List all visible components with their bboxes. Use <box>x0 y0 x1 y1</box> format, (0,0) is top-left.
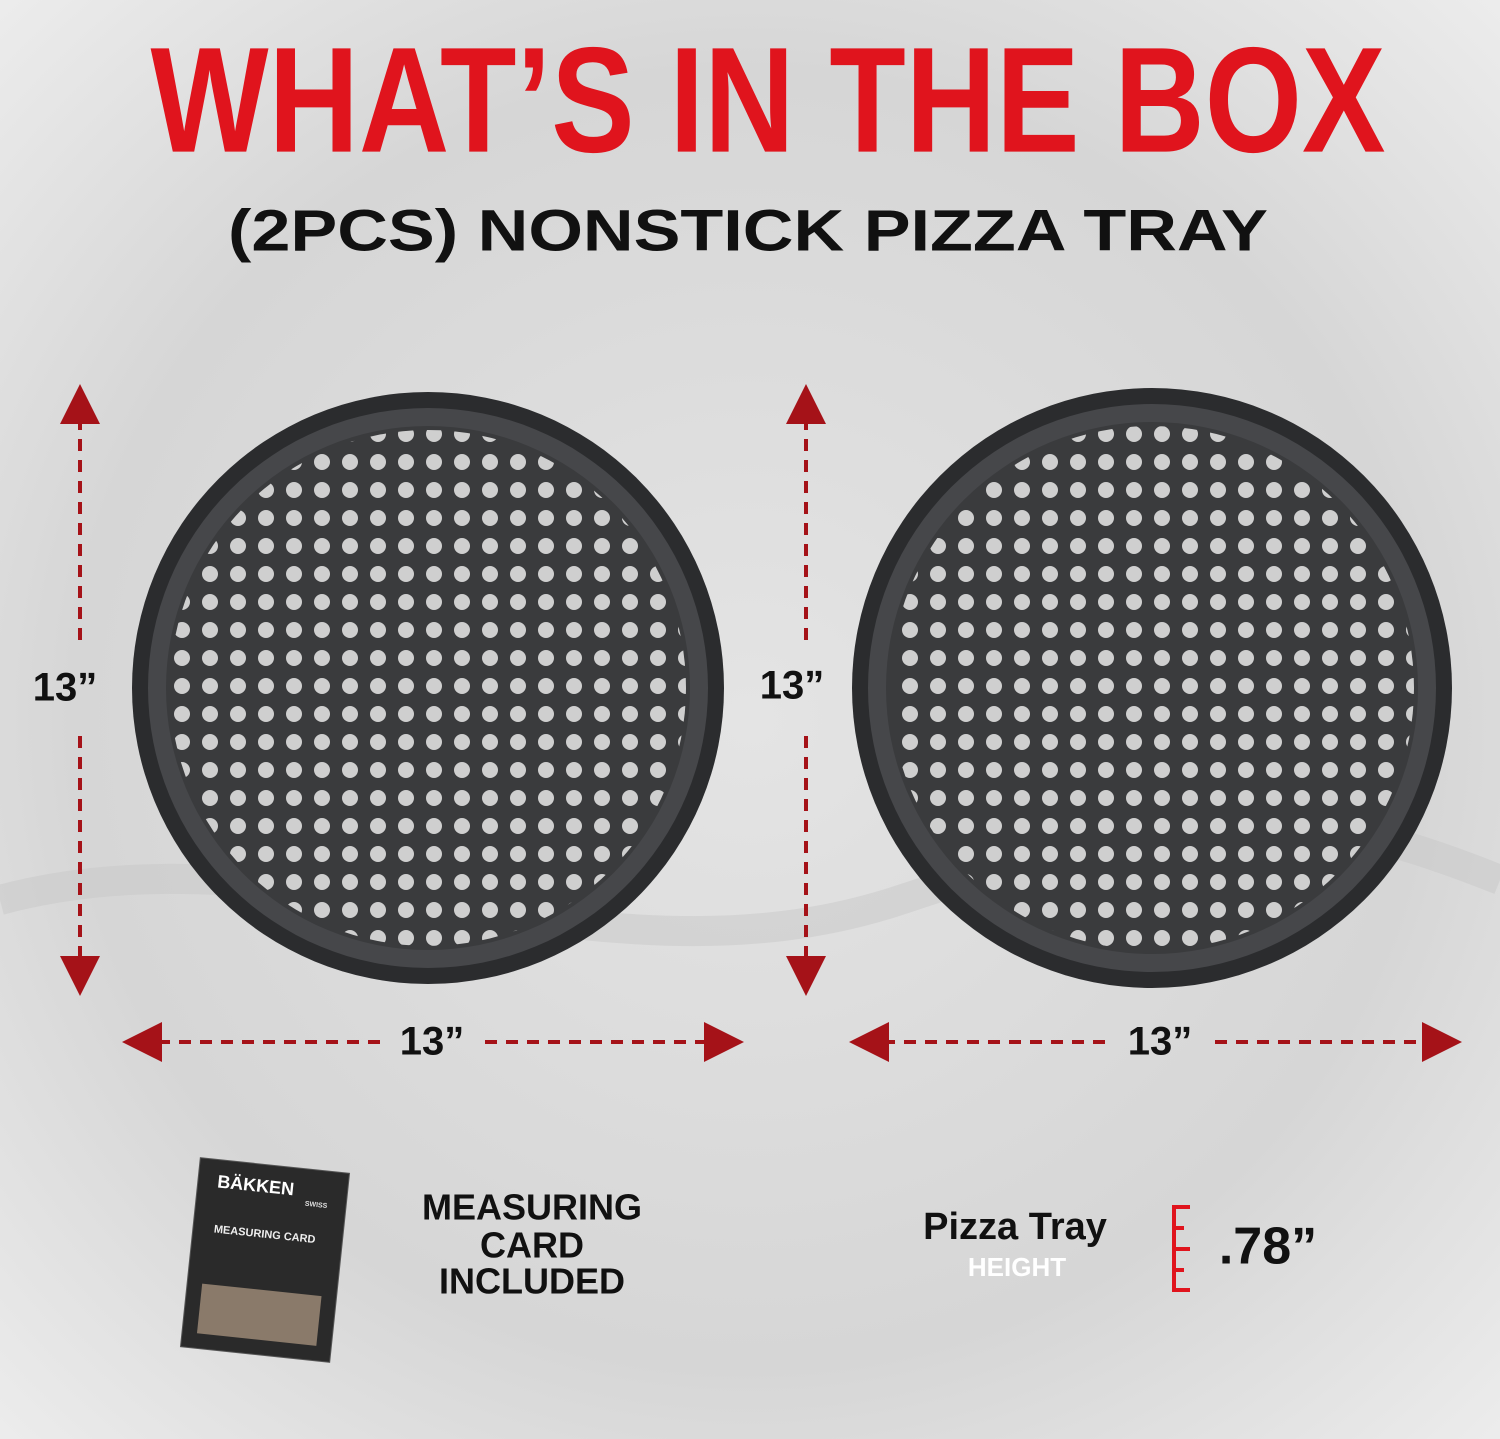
height-label: Pizza Tray <box>923 1206 1107 1248</box>
dimension-arrows <box>60 384 1462 1062</box>
height-dimension: 13” <box>33 666 98 710</box>
included-line: MEASURING <box>422 1187 642 1228</box>
width-dimension: 13” <box>400 1020 465 1064</box>
height-sublabel: HEIGHT <box>968 1252 1066 1282</box>
subtitle: (2PCS) NONSTICK PIZZA TRAY <box>228 198 1268 263</box>
height-value: .78” <box>1219 1218 1317 1276</box>
ruler-icon <box>1172 1205 1190 1292</box>
included-line: INCLUDED <box>439 1261 625 1302</box>
included-line: CARD <box>480 1225 584 1266</box>
measuring-card: BÄKKEN SWISS MEASURING CARD <box>179 1157 351 1363</box>
pizza-tray <box>852 388 1452 988</box>
width-dimension: 13” <box>1128 1020 1193 1064</box>
card-brand-sub: SWISS <box>304 1201 327 1210</box>
title: WHAT’S IN THE BOX <box>151 16 1386 184</box>
pizza-tray <box>132 392 724 984</box>
height-dimension: 13” <box>760 664 825 708</box>
